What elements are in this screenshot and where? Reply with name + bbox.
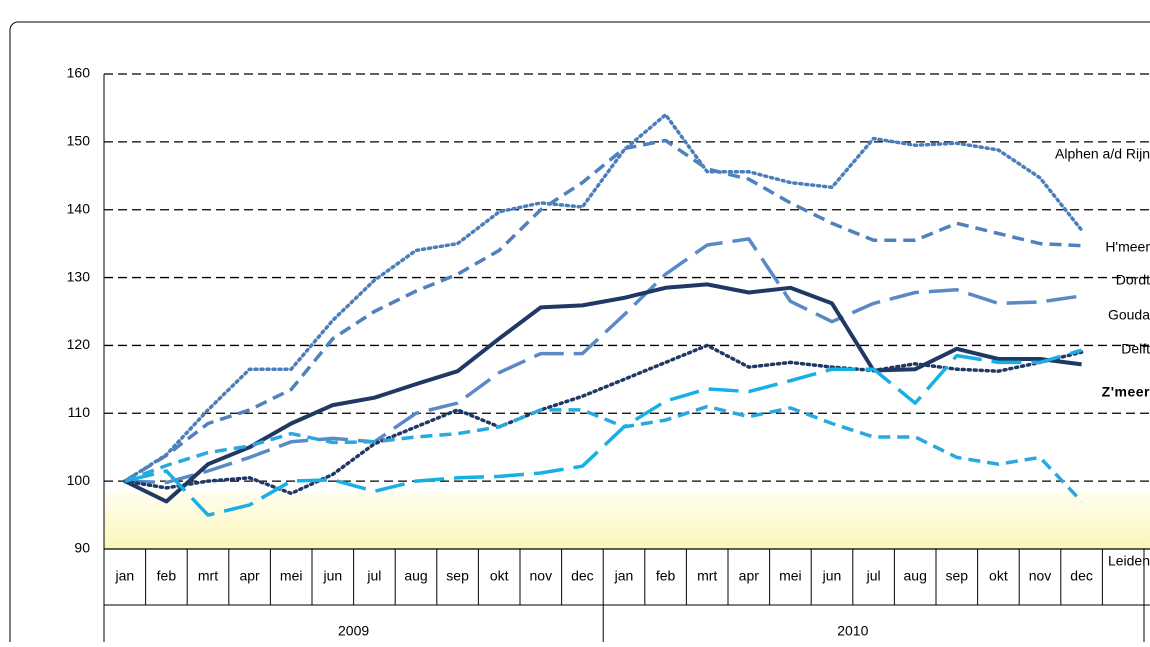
year-label: 2009 (338, 623, 369, 639)
series-label: Dordt (1116, 272, 1150, 288)
x-tick-label: dec (1070, 568, 1093, 584)
x-tick-label: nov (530, 568, 553, 584)
year-label: 2010 (837, 623, 868, 639)
series-line (124, 237, 1082, 485)
frame (9, 21, 1150, 647)
series-line (123, 138, 1082, 483)
x-tick-label: aug (404, 568, 427, 584)
y-tick-label: 140 (67, 200, 91, 216)
y-tick-label: 90 (74, 540, 90, 556)
x-tick-label: okt (490, 568, 509, 584)
x-tick-label: jul (866, 568, 881, 584)
series-line (123, 282, 1082, 504)
y-tick-label: 130 (67, 268, 91, 284)
y-tick-label: 100 (67, 472, 91, 488)
x-tick-label: dec (571, 568, 594, 584)
y-tick-label: 120 (67, 336, 91, 352)
y-tick-label: 110 (68, 404, 91, 420)
series-label: H'meer (1105, 239, 1150, 255)
x-tick-label: apr (739, 568, 760, 584)
y-tick-label: 160 (67, 65, 91, 81)
x-tick-label: jun (822, 568, 842, 584)
x-tick-label: feb (157, 568, 177, 584)
series-label: Z'meer (1102, 384, 1150, 400)
series-line (123, 343, 1084, 496)
y-tick-label: 150 (67, 133, 91, 149)
x-tick-label: mrt (198, 568, 218, 584)
x-tick-label: sep (946, 568, 969, 584)
x-tick-label: sep (446, 568, 469, 584)
series-line (123, 112, 1084, 483)
x-tick-label: jun (322, 568, 342, 584)
x-tick-label: jan (114, 568, 134, 584)
series-label: Alphen a/d Rijn (1055, 146, 1150, 162)
x-tick-label: mei (779, 568, 802, 584)
x-tick-label: okt (989, 568, 1008, 584)
x-tick-label: jul (366, 568, 381, 584)
x-tick-label: nov (1029, 568, 1052, 584)
x-tick-label: jan (614, 568, 634, 584)
series-line (124, 404, 1083, 503)
series-label: Gouda (1108, 307, 1150, 323)
x-tick-label: apr (239, 568, 260, 584)
band (104, 492, 1150, 549)
x-tick-label: mei (280, 568, 303, 584)
x-tick-label: feb (656, 568, 676, 584)
series-line (124, 348, 1083, 517)
x-tick-label: mrt (697, 568, 717, 584)
x-tick-label: aug (904, 568, 927, 584)
series-label: Delft (1121, 341, 1150, 357)
series-label: Leiden (1108, 553, 1150, 569)
